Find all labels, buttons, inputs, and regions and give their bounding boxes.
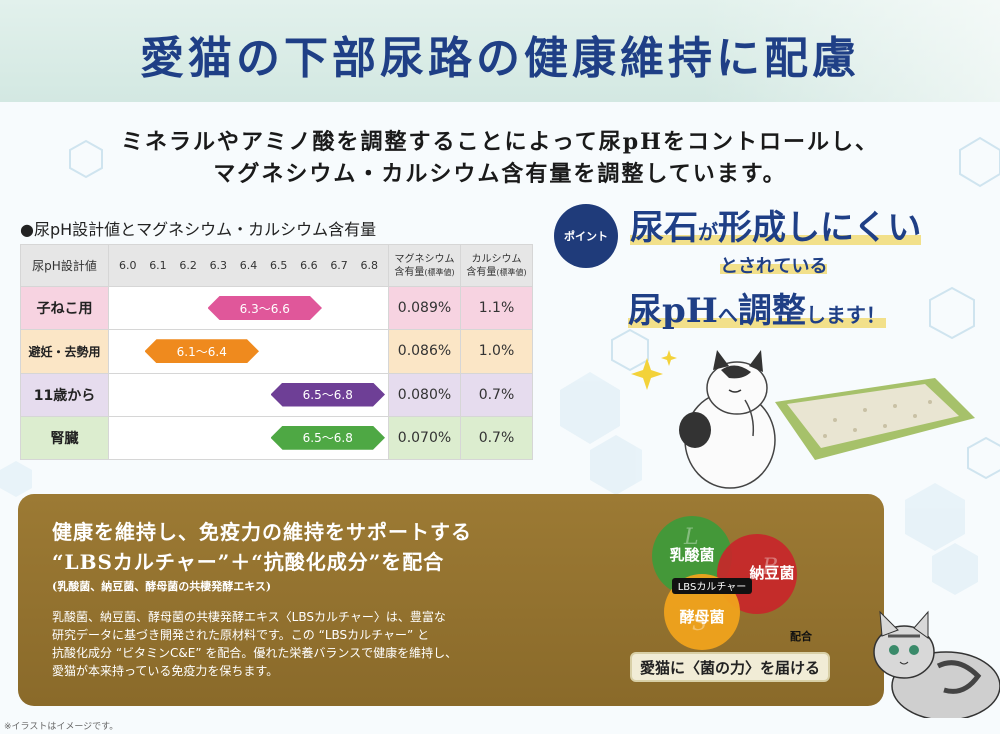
venn-tag: 配合 (790, 630, 812, 643)
ph-tick: 6.3 (209, 259, 228, 272)
venn-label-yeast: 酵母菌 (679, 608, 724, 626)
row-label: 避妊・去勢用 (20, 329, 109, 374)
range-arrow: 6.5～6.8 (271, 383, 386, 407)
ph-tick: 6.0 (119, 259, 137, 272)
point-headline-2: とされている (720, 256, 828, 277)
title-band (0, 0, 1000, 102)
ca-value: 0.7% (460, 415, 533, 461)
venn-center-label: LBSカルチャー (678, 581, 747, 593)
subtitle-line-1: ミネラルやアミノ酸を調整することによって尿pHをコントロールし、 (121, 129, 879, 155)
ph-tick: 6.7 (330, 259, 348, 272)
ph-tick: 6.8 (360, 259, 379, 272)
venn-label-natto: 納豆菌 (749, 564, 794, 582)
mg-value: 0.089% (388, 285, 461, 331)
range-arrow: 6.3～6.6 (208, 296, 323, 320)
table-row: 避妊・去勢用 6.1～6.4 0.086% 1.0% (20, 329, 533, 374)
bacteria-venn-diagram: L B S 乳酸菌 納豆菌 酵母菌 LBSカルチャー (652, 516, 797, 650)
ph-table: 尿pH設計値 6.0 6.1 6.2 6.3 6.4 6.5 6.6 6.7 6.8 マグネシウ… (20, 244, 533, 461)
panel-title-2: “LBSカルチャー”＋“抗酸化成分”を配合 (52, 550, 445, 574)
row-label: 11歳から (20, 372, 109, 417)
ph-tick: 6.6 (300, 259, 318, 272)
row-label: 腎臓 (20, 415, 109, 461)
panel-body: 乳酸菌、納豆菌、酵母菌の共棲発酵エキス〈LBSカルチャー〉は、豊富な 研究データ… (52, 608, 592, 680)
ca-value: 1.1% (460, 285, 533, 331)
page-title: 愛猫の下部尿路の健康維持に配慮 (140, 33, 860, 84)
row-label: 子ねこ用 (20, 285, 109, 331)
table-heading: ●尿pH設計値とマグネシウム・カルシウム含有量 (20, 220, 377, 239)
table-row: 11歳から 6.5～6.8 0.080% 0.7% (20, 372, 533, 417)
range-cell: 6.1～6.4 (108, 329, 389, 374)
panel-body-line: 研究データに基づき開発された原材料です。この “LBSカルチャー” と (52, 628, 430, 642)
ph-tick: 6.2 (179, 259, 197, 272)
panel-subtitle: (乳酸菌、納豆菌、酵母菌の共棲発酵エキス) (52, 580, 272, 593)
mg-value: 0.070% (388, 415, 461, 461)
panel-body-line: 愛猫が本来持っている免疫力を保ちます。 (52, 664, 279, 678)
ph-scale: 6.0 6.1 6.2 6.3 6.4 6.5 6.6 6.7 6.8 (108, 244, 389, 287)
range-cell: 6.5～6.8 (108, 415, 389, 461)
range-arrow: 6.5～6.8 (271, 426, 386, 450)
table-header-row: 尿pH設計値 6.0 6.1 6.2 6.3 6.4 6.5 6.6 6.7 6.8 マグネシウ… (20, 244, 533, 287)
footnote: ※イラストはイメージです。 (4, 722, 119, 732)
range-cell: 6.3～6.6 (108, 285, 389, 331)
range-cell: 6.5～6.8 (108, 372, 389, 417)
subtitle-line-2: マグネシウム・カルシウム含有量を調整しています。 (213, 161, 787, 187)
panel-title-1: 健康を維持し、免疫力の維持をサポートする (52, 520, 472, 544)
point-headline-1: 尿石が形成しにくい (630, 208, 922, 248)
promise-badge: 愛猫に〈菌の力〉を届ける (630, 652, 830, 682)
mg-value: 0.086% (388, 329, 461, 374)
cat-litter-illustration (631, 350, 975, 489)
svg-text:S: S (692, 611, 707, 636)
range-arrow: 6.1～6.4 (145, 339, 260, 363)
table-row: 腎臓 6.5～6.8 0.070% 0.7% (20, 415, 533, 461)
tabby-cat-illustration (873, 610, 1000, 718)
ph-tick: 6.5 (269, 259, 288, 272)
col-header-ph: 尿pH設計値 (20, 244, 109, 287)
point-badge: ポイント (554, 204, 618, 268)
col-header-mg: マグネシウム 含有量(標準値) (388, 244, 461, 287)
svg-text:L: L (683, 525, 699, 550)
ph-tick: 6.4 (239, 259, 258, 272)
point-headline-3: 尿pHへ調整します！ (628, 291, 886, 331)
mg-value: 0.080% (388, 372, 461, 417)
svg-text:B: B (761, 555, 778, 580)
ca-value: 0.7% (460, 372, 533, 417)
table-row: 子ねこ用 6.3～6.6 0.089% 1.1% (20, 285, 533, 331)
ph-tick: 6.1 (149, 259, 167, 272)
col-header-ca: カルシウム 含有量(標準値) (460, 244, 533, 287)
panel-body-line: 乳酸菌、納豆菌、酵母菌の共棲発酵エキス〈LBSカルチャー〉は、豊富な (52, 610, 446, 624)
venn-label-lactic: 乳酸菌 (669, 546, 714, 564)
panel-body-line: 抗酸化成分 “ビタミンC&E” を配合。優れた栄養バランスで健康を維持し、 (52, 646, 458, 660)
ca-value: 1.0% (460, 329, 533, 374)
